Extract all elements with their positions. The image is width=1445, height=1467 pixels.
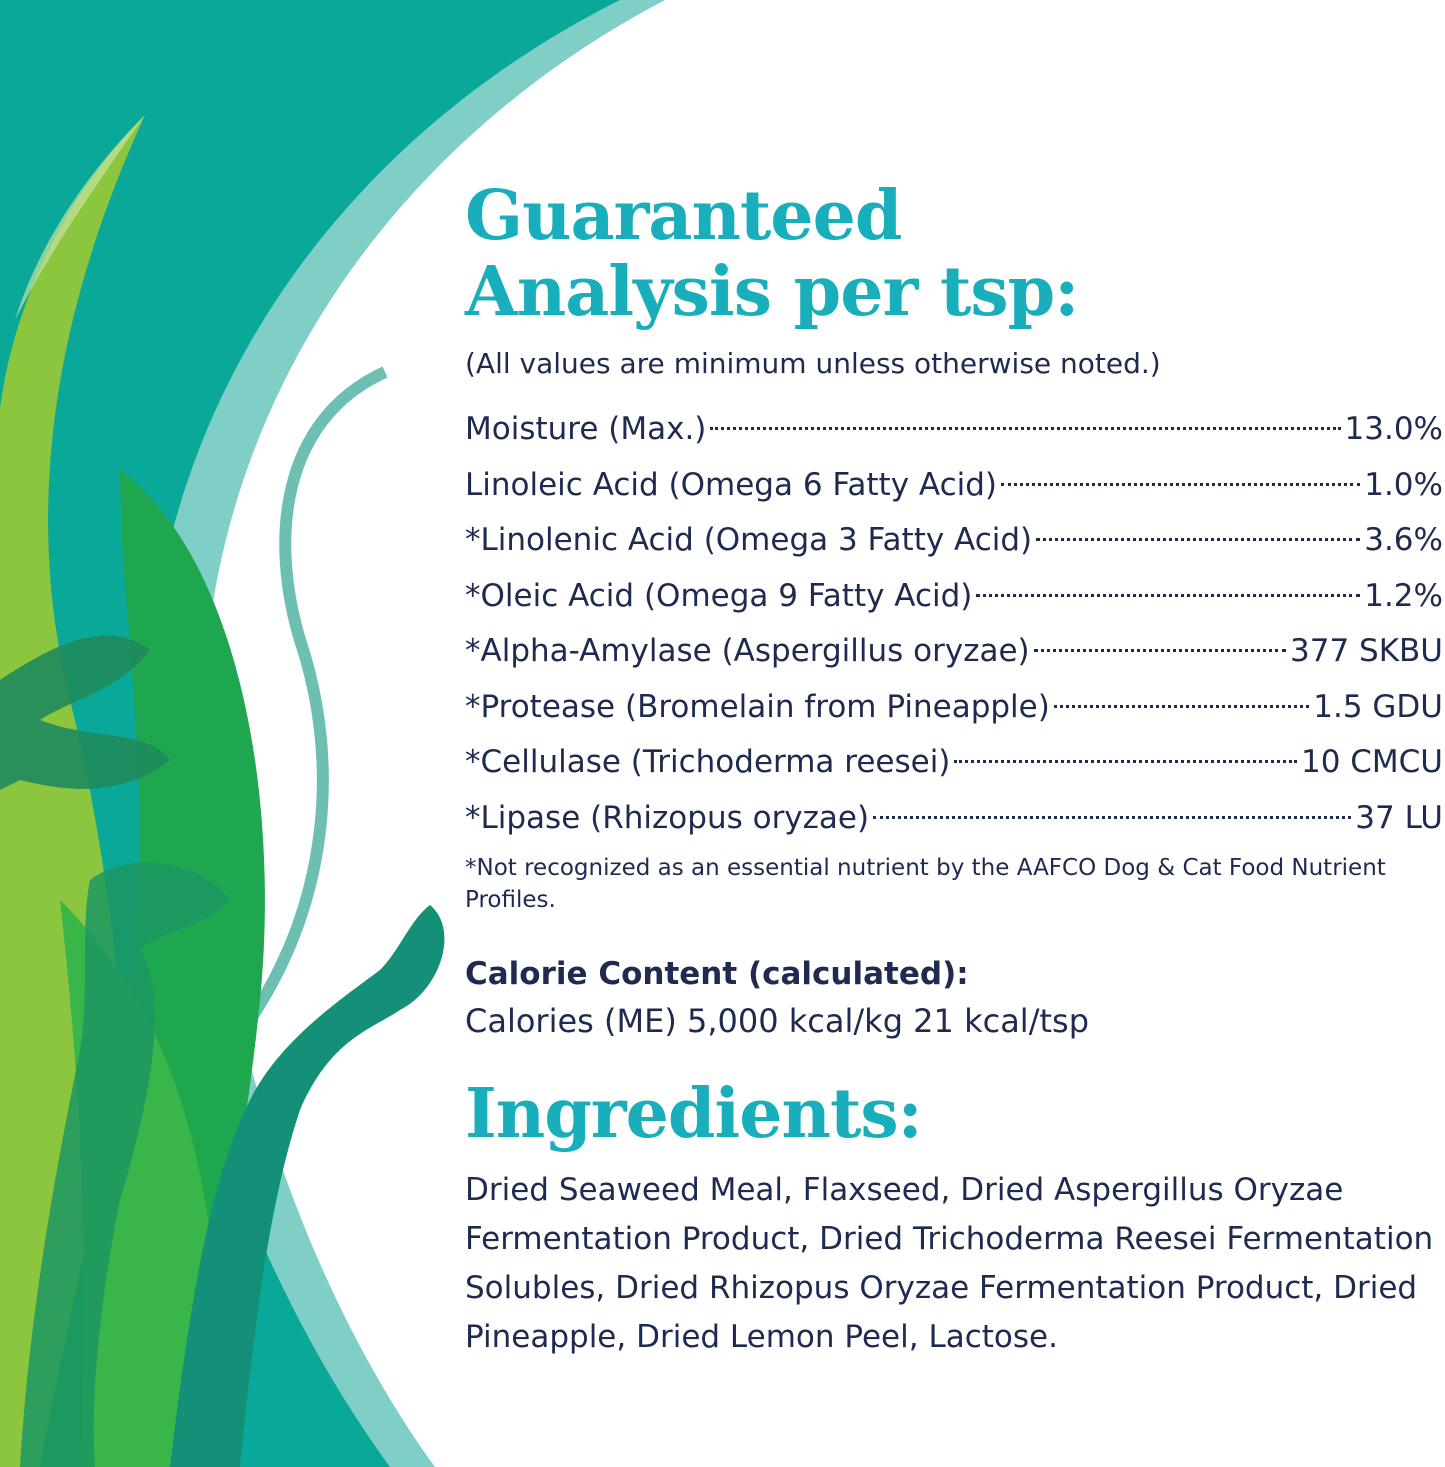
dotted-leader [1033,649,1286,652]
ingredients-heading: Ingredients: [465,1074,923,1154]
analysis-row: Moisture (Max.) 13.0% [465,402,1443,458]
analysis-table: Moisture (Max.) 13.0% Linoleic Acid (Omeg… [465,402,1443,846]
nutrient-value: 1.5 GDU [1313,688,1443,725]
dotted-leader [1001,482,1361,486]
nutrient-value: 13.0% [1344,411,1443,447]
kelp-right [170,905,445,1467]
nutrient-label: *Linolenic Acid (Omega 3 Fatty Acid) [465,522,1033,558]
subtitle: (All values are minimum unless otherwise… [465,347,1161,380]
analysis-row: Linoleic Acid (Omega 6 Fatty Acid) 1.0% [465,458,1443,514]
nutrient-label: *Protease (Bromelain from Pineapple) [465,688,1050,725]
nutrient-label: *Lipase (Rhizopus oryzae) [465,799,870,836]
nutrient-label: *Alpha-Amylase (Aspergillus oryzae) [465,633,1030,669]
analysis-row: *Cellulase (Trichoderma reesei) 10 CMCU [465,735,1443,791]
analysis-row: *Oleic Acid (Omega 9 Fatty Acid) 1.2% [465,569,1443,625]
dotted-leader [1036,538,1361,541]
nutrient-value: 10 CMCU [1300,744,1443,780]
nutrient-label: *Cellulase (Trichoderma reesei) [465,744,951,780]
nutrient-label: Moisture (Max.) [465,411,707,447]
kelp-center [20,862,230,1467]
dotted-leader [710,427,1341,430]
analysis-panel: Guaranteed Analysis per tsp: (All values… [465,178,1443,1362]
nutrient-value: 1.2% [1364,577,1443,614]
thin-stem [245,366,388,1024]
analysis-row: *Protease (Bromelain from Pineapple) 1.5 … [465,680,1443,736]
analysis-row: *Alpha-Amylase (Aspergillus oryzae) 377 S… [465,624,1443,680]
nutrient-label: Linoleic Acid (Omega 6 Fatty Acid) [465,466,997,503]
dotted-leader [873,815,1352,819]
nutrient-value: 3.6% [1364,522,1443,558]
title-line-1: Guaranteed [465,176,902,256]
nutrient-label: *Oleic Acid (Omega 9 Fatty Acid) [465,577,973,614]
nutrient-value: 1.0% [1364,466,1443,503]
dotted-leader [954,760,1297,763]
ingredients-text: Dried Seaweed Meal, Flaxseed, Dried Aspe… [465,1172,1434,1355]
white-panel [202,0,1445,1467]
calorie-heading: Calorie Content (calculated): [465,956,969,992]
nutrient-value: 377 SKBU [1290,633,1443,669]
nutrient-value: 37 LU [1355,799,1443,836]
footnote: *Not recognized as an essential nutrient… [465,855,1386,913]
title-line-2: Analysis per tsp: [465,252,1079,332]
dotted-leader [1053,704,1310,708]
kelp-dark [0,635,170,790]
analysis-row: *Linolenic Acid (Omega 3 Fatty Acid) 3.6% [465,513,1443,569]
analysis-row: *Lipase (Rhizopus oryzae) 37 LU [465,791,1443,847]
dotted-leader [976,593,1361,597]
calorie-text: Calories (ME) 5,000 kcal/kg 21 kcal/tsp [465,1002,1089,1040]
